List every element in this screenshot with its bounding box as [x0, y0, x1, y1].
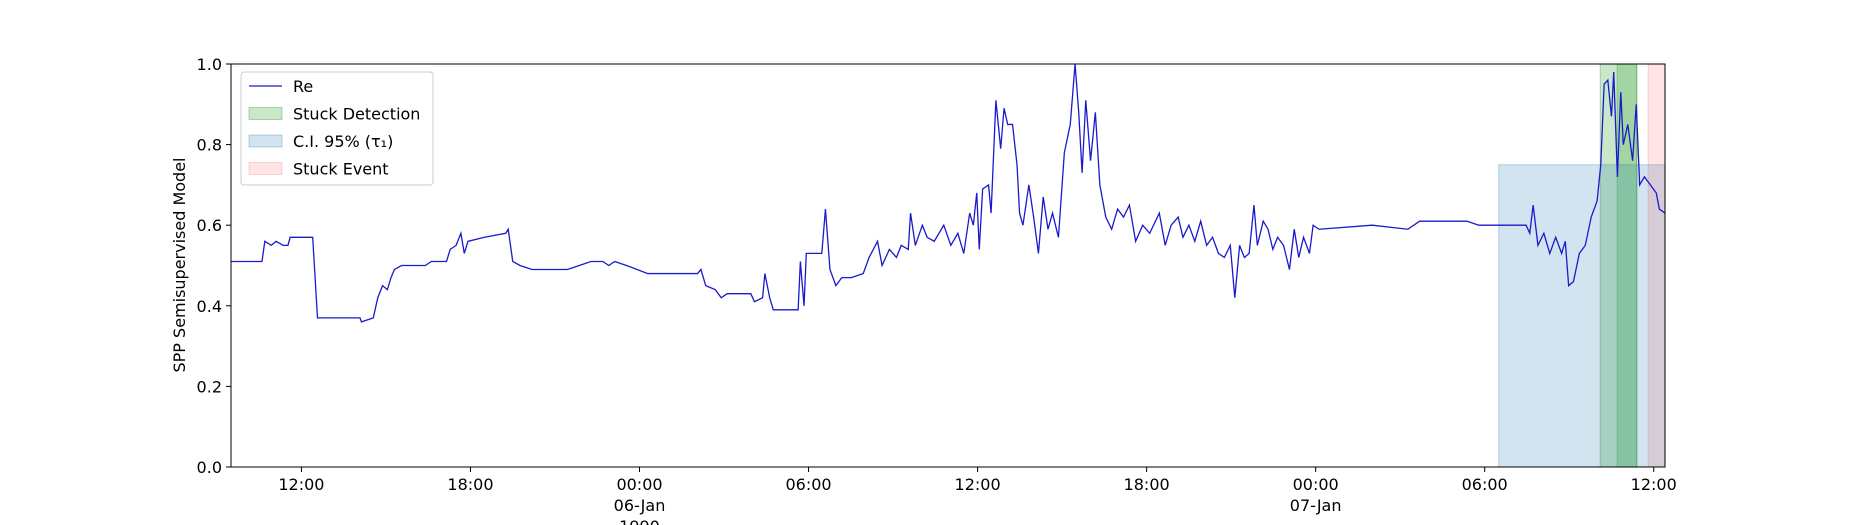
legend-swatch	[248, 162, 283, 175]
y-axis-label: SPP Semisupervised Model	[170, 158, 189, 373]
y-tick-label: 0.0	[197, 458, 222, 477]
legend-label: Stuck Event	[293, 160, 389, 179]
x-tick-label-line: 06-Jan	[614, 496, 666, 515]
x-tick-label-line: 18:00	[447, 475, 493, 494]
legend-swatch	[248, 134, 283, 148]
shaded-span	[1599, 63, 1638, 468]
legend-swatch	[248, 107, 283, 120]
legend-label: Stuck Detection	[293, 105, 420, 124]
y-tick-label: 0.2	[197, 377, 222, 396]
x-tick-label: 12:00	[955, 475, 1001, 494]
x-tick-label-line: 12:00	[278, 475, 324, 494]
y-tick-label: 0.6	[197, 216, 222, 235]
x-tick-label: 00:00 07-Jan	[1290, 475, 1342, 515]
x-tick-label: 06:00	[785, 475, 831, 494]
x-tick-label-line: 06:00	[1462, 475, 1508, 494]
y-tick-label: 0.4	[197, 297, 222, 316]
y-tick-label: 0.8	[197, 136, 222, 155]
shaded-span	[1647, 63, 1666, 468]
x-tick-label: 00:00 06-Jan 1990	[614, 475, 666, 525]
legend-box	[240, 71, 434, 186]
plot-frame	[230, 63, 1666, 468]
x-tick-label: 18:00	[447, 475, 493, 494]
shaded-span	[1498, 164, 1666, 468]
x-tick-label-line: 18:00	[1124, 475, 1170, 494]
x-tick-label-line: 07-Jan	[1290, 496, 1342, 515]
x-tick-label-line: 06:00	[785, 475, 831, 494]
x-tick-label-line: 00:00	[616, 475, 662, 494]
x-tick-label-line: 00:00	[1293, 475, 1339, 494]
y-tick-label: 1.0	[197, 55, 222, 74]
x-tick-label-line: 12:00	[955, 475, 1001, 494]
data-line	[231, 63, 1666, 323]
x-tick-label: 12:00	[1631, 475, 1677, 494]
x-tick-label: 12:00	[278, 475, 324, 494]
x-tick-label: 06:00	[1462, 475, 1508, 494]
x-tick-label: 18:00	[1124, 475, 1170, 494]
legend-label: C.I. 95% (τ₁)	[293, 132, 393, 151]
legend-label: Re	[293, 77, 313, 96]
x-tick-label-line: 12:00	[1631, 475, 1677, 494]
x-tick-label-line: 1990	[619, 517, 660, 525]
